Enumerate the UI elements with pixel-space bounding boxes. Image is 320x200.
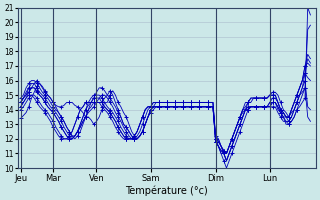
X-axis label: Température (°c): Température (°c) [125, 185, 208, 196]
